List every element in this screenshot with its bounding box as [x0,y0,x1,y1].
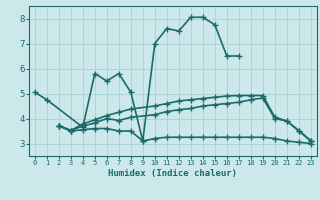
X-axis label: Humidex (Indice chaleur): Humidex (Indice chaleur) [108,169,237,178]
